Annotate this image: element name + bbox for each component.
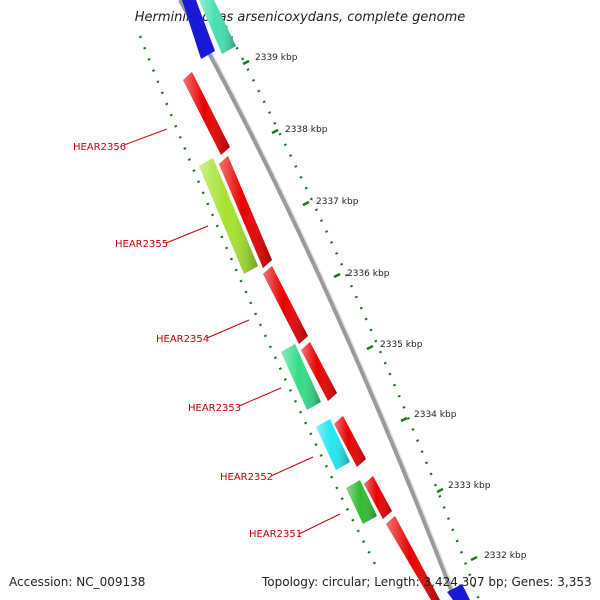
- scale-tick: [400, 416, 408, 423]
- scale-tick: [271, 128, 279, 135]
- accession-text: Accession: NC_009138: [9, 575, 146, 589]
- scale-tick: [333, 272, 341, 279]
- label-leader-line: [270, 456, 314, 477]
- inner-scale-line: [138, 35, 380, 571]
- genome-backbone-highlight: [182, 0, 459, 600]
- label-leader-line: [206, 319, 250, 339]
- gene-label-hear2355: HEAR2355: [115, 239, 168, 250]
- gene-arrow-red: [219, 156, 272, 268]
- topology-text: Topology: circular; Length: 3,424,307 bp…: [262, 575, 592, 589]
- tick-label: 2335 kbp: [380, 340, 423, 350]
- gene-block-cyan: [316, 419, 350, 470]
- tick-label: 2336 kbp: [347, 269, 390, 279]
- label-leader-line: [123, 128, 168, 146]
- gene-label-hear2353: HEAR2353: [188, 403, 241, 414]
- gene-arrow-red: [301, 342, 337, 401]
- gene-label-hear2351: HEAR2351: [249, 529, 302, 540]
- label-leaders: [123, 128, 341, 535]
- tick-label: 2339 kbp: [255, 53, 298, 63]
- genome-backbone: [178, 0, 457, 600]
- outer-scale-line: [210, 0, 481, 600]
- label-leader-line: [238, 387, 282, 407]
- gene-arrow-red: [263, 266, 308, 344]
- gene-block-seagreen: [281, 344, 321, 410]
- gene-block-blue: [447, 584, 470, 600]
- tick-label: 2333 kbp: [448, 481, 491, 491]
- gene-arrow-red: [386, 516, 440, 600]
- gene-block-teal: [199, 0, 236, 54]
- label-leader-line: [165, 225, 209, 244]
- gene-label-hear2352: HEAR2352: [220, 472, 273, 483]
- tick-label: 2338 kbp: [285, 125, 328, 135]
- gene-block-blue: [182, 0, 215, 59]
- gene-block-yellowgreen: [199, 158, 258, 274]
- tick-label: 2334 kbp: [414, 410, 457, 420]
- label-leader-line: [298, 513, 341, 535]
- forward-strand-genes: [183, 72, 440, 600]
- edge-genes: [182, 0, 470, 600]
- scale-tick: [470, 555, 478, 562]
- scale-tick: [302, 200, 310, 207]
- tick-labels: 2339 kbp 2338 kbp 2337 kbp 2336 kbp 2335…: [255, 53, 527, 561]
- tick-label: 2337 kbp: [316, 197, 359, 207]
- gene-block-green: [346, 480, 377, 524]
- scale-ticks: [242, 59, 478, 562]
- gene-label-hear2356: HEAR2356: [73, 142, 126, 153]
- scale-tick: [436, 487, 444, 494]
- gene-arrow-red: [364, 476, 392, 519]
- tick-label: 2332 kbp: [484, 551, 527, 561]
- gene-arrow-red: [334, 416, 366, 467]
- gene-label-hear2354: HEAR2354: [156, 334, 209, 345]
- scale-tick: [242, 59, 250, 66]
- gene-labels: HEAR2356 HEAR2355 HEAR2354 HEAR2353 HEAR…: [73, 142, 302, 540]
- gene-arrow-red: [183, 72, 230, 155]
- scale-tick: [366, 344, 374, 351]
- reverse-strand-genes: [199, 158, 377, 524]
